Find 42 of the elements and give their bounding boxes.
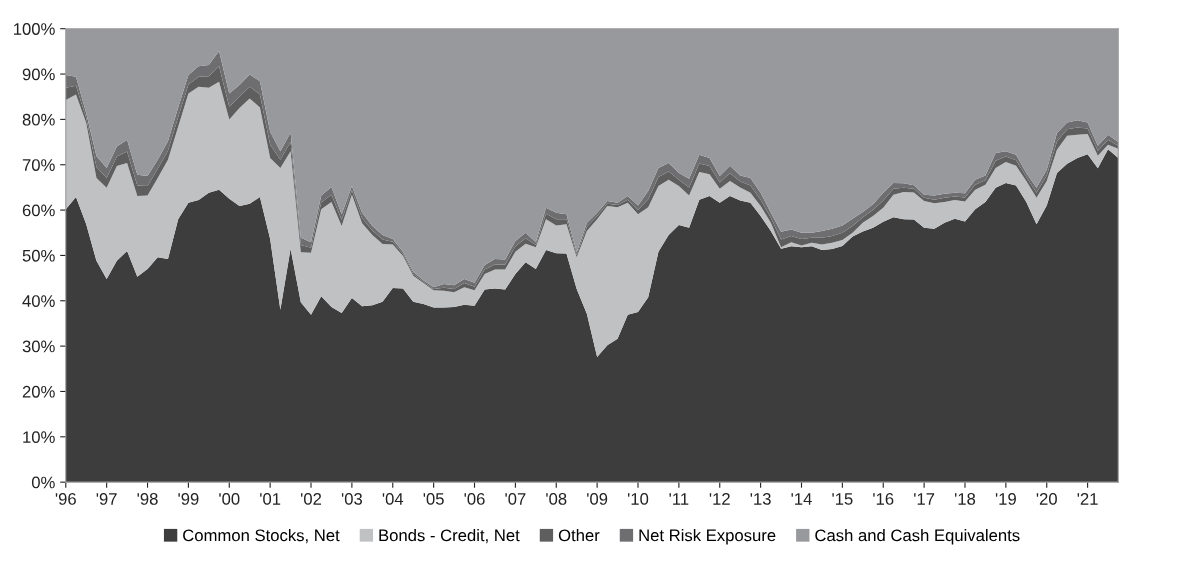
- x-tick-label: '96: [55, 493, 76, 505]
- y-tick-label: 70%: [22, 159, 55, 171]
- x-tick-label: '02: [301, 493, 322, 505]
- x-tick-label: '11: [669, 493, 689, 505]
- x-tick-label: '00: [219, 493, 240, 505]
- y-tick-label: 90%: [22, 68, 55, 81]
- legend-label: Net Risk Exposure: [639, 528, 776, 545]
- x-tick-label: '09: [587, 493, 608, 505]
- legend-label: Cash and Cash Equivalents: [815, 528, 1020, 545]
- x-tick-label: '98: [137, 493, 158, 505]
- x-tick-label: '05: [423, 493, 444, 505]
- x-tick-label: '17: [914, 493, 935, 505]
- x-tick-label: '10: [627, 493, 649, 505]
- x-tick-label: '01: [260, 493, 281, 505]
- x-tick-label: '15: [832, 493, 853, 505]
- y-tick-label: 30%: [22, 340, 55, 353]
- x-tick-label: '20: [1036, 493, 1057, 505]
- y-tick-label: 10%: [23, 431, 55, 444]
- x-tick-label: '03: [341, 493, 363, 505]
- y-tick-label: 60%: [22, 204, 55, 217]
- y-tick-label: 50%: [22, 249, 55, 262]
- y-tick-label: 80%: [22, 113, 55, 126]
- y-tick-label: 0%: [31, 476, 55, 489]
- x-tick-label: '18: [954, 493, 976, 505]
- x-tick-label: '07: [505, 493, 526, 505]
- y-tick-label: 20%: [22, 385, 55, 398]
- x-tick-label: '97: [96, 493, 117, 505]
- x-tick-label: '16: [873, 493, 894, 505]
- x-tick-label: '08: [546, 493, 567, 505]
- x-tick-label: '14: [791, 493, 812, 505]
- y-tick-label: 100%: [14, 23, 55, 35]
- legend-label: Common Stocks, Net: [183, 528, 340, 544]
- legend-label: Other: [558, 528, 600, 542]
- x-tick-label: '06: [464, 493, 485, 505]
- y-tick-label: 40%: [22, 295, 55, 307]
- x-tick-label: '19: [995, 493, 1016, 505]
- x-tick-label: '04: [382, 493, 404, 505]
- x-tick-label: '99: [178, 493, 199, 505]
- x-tick-label: '13: [750, 493, 771, 505]
- x-tick-label: '21: [1077, 493, 1098, 505]
- x-tick-label: '12: [709, 493, 730, 505]
- legend-label: Bonds - Credit, Net: [379, 528, 520, 544]
